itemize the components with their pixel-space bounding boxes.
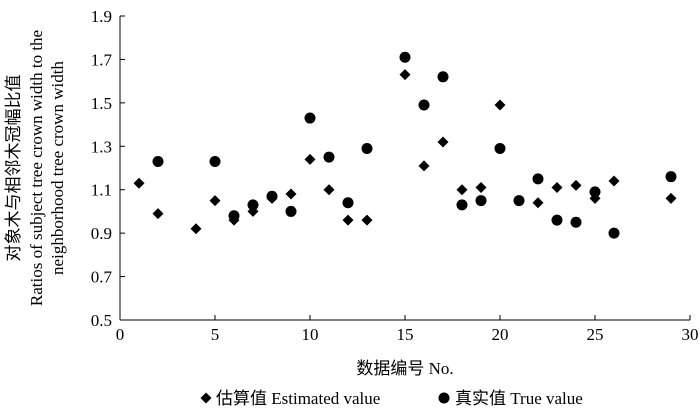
- true-point: [570, 216, 582, 228]
- y-axis-title-line: neighborhood tree crown width: [48, 61, 67, 275]
- true-point: [665, 171, 677, 183]
- estimated-point: [323, 184, 335, 196]
- true-point: [247, 199, 259, 211]
- true-point: [589, 186, 601, 198]
- true-point: [209, 155, 221, 167]
- true-point: [399, 51, 411, 63]
- y-tick-label: 1.3: [91, 137, 112, 156]
- estimated-point: [285, 188, 297, 200]
- x-tick-label: 0: [116, 325, 125, 344]
- legend: 估算值 Estimated value 真实值 True value: [200, 389, 583, 408]
- y-tick-label: 0.7: [91, 268, 113, 287]
- estimated-point: [475, 182, 487, 194]
- true-point: [266, 190, 278, 202]
- x-tick-label: 25: [587, 325, 604, 344]
- true-point: [608, 227, 620, 239]
- legend-label-true: 真实值 True value: [455, 389, 583, 408]
- data-points: [133, 51, 677, 239]
- y-tick-label: 0.9: [91, 224, 112, 243]
- estimated-point: [608, 175, 620, 187]
- estimated-point: [418, 160, 430, 172]
- legend-diamond-icon: [200, 392, 212, 404]
- x-axis-title: 数据编号 No.: [356, 359, 453, 378]
- true-point: [551, 214, 563, 226]
- axis-ticks: 0.5 0.7 0.9 1.1 1.3 1.5 1.7 1.9 0 5 10 15 20 25 30: [91, 7, 699, 344]
- estimated-point: [456, 184, 468, 196]
- true-point: [342, 197, 354, 209]
- estimated-point: [361, 214, 373, 226]
- legend-circle-icon: [438, 392, 450, 404]
- y-tick-label: 1.5: [91, 94, 112, 113]
- true-point: [304, 112, 316, 124]
- y-axis-title-line: 对象木与相邻木冠幅比值: [4, 75, 23, 262]
- true-point: [456, 199, 468, 211]
- estimated-point: [304, 153, 316, 165]
- x-tick-label: 30: [682, 325, 699, 344]
- true-point: [361, 142, 373, 154]
- true-point: [418, 99, 430, 111]
- true-point: [437, 71, 449, 83]
- y-tick-label: 0.5: [91, 311, 112, 330]
- x-tick-label: 5: [211, 325, 220, 344]
- estimated-point: [570, 179, 582, 191]
- estimated-point: [133, 177, 145, 189]
- estimated-point: [342, 214, 354, 226]
- legend-label-estimated: 估算值 Estimated value: [216, 389, 380, 408]
- x-tick-label: 20: [492, 325, 509, 344]
- x-tick-label: 10: [302, 325, 319, 344]
- true-point: [285, 205, 297, 217]
- estimated-point: [437, 136, 449, 148]
- true-point: [475, 195, 487, 207]
- y-tick-label: 1.9: [91, 7, 112, 26]
- true-point: [228, 210, 240, 222]
- estimated-point: [532, 197, 544, 209]
- y-axis-title-line: Ratios of subject tree crown width to th…: [27, 30, 46, 306]
- estimated-point: [152, 208, 164, 220]
- true-point: [532, 173, 544, 185]
- estimated-point: [190, 223, 202, 235]
- true-point: [152, 155, 164, 167]
- x-tick-label: 15: [397, 325, 414, 344]
- estimated-point: [399, 69, 411, 81]
- estimated-point: [494, 99, 506, 111]
- true-point: [323, 151, 335, 163]
- estimated-point: [665, 192, 677, 204]
- estimated-point: [209, 195, 221, 207]
- y-tick-label: 1.7: [91, 50, 113, 69]
- y-axis-title: 对象木与相邻木冠幅比值 Ratios of subject tree crown …: [4, 30, 67, 306]
- true-point: [494, 142, 506, 154]
- y-tick-label: 1.1: [91, 181, 112, 200]
- estimated-point: [551, 182, 563, 194]
- true-point: [513, 195, 525, 207]
